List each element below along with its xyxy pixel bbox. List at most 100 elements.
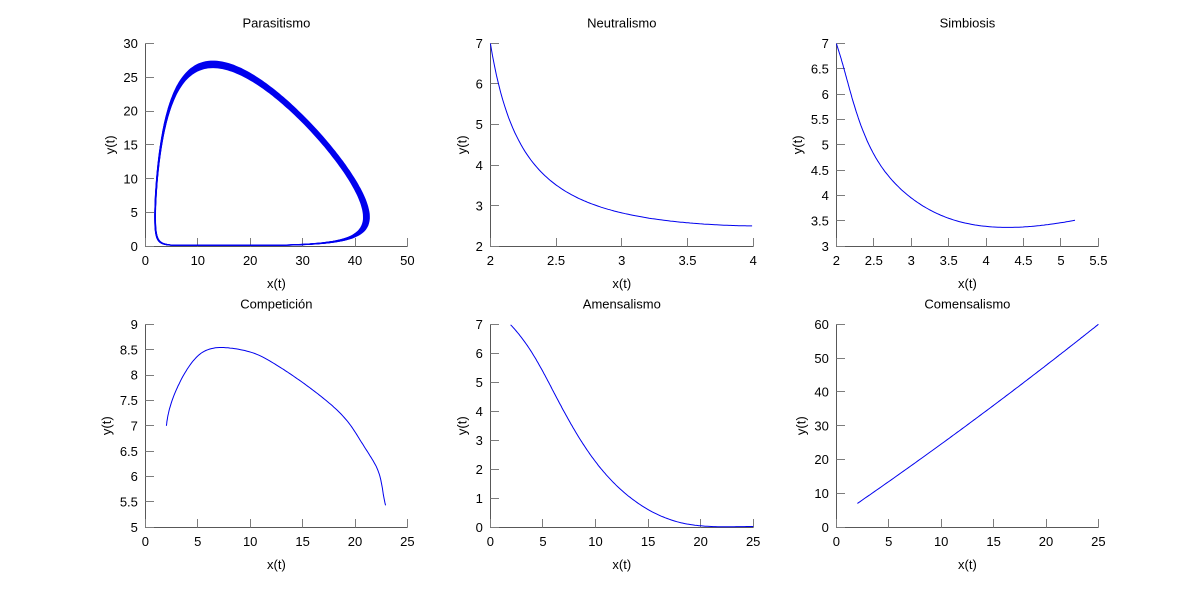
svg-text:0: 0 — [487, 534, 494, 549]
svg-text:0: 0 — [131, 239, 138, 254]
svg-text:15: 15 — [123, 138, 137, 153]
svg-text:50: 50 — [400, 253, 414, 268]
svg-text:x(t): x(t) — [612, 557, 631, 572]
svg-text:6: 6 — [131, 469, 138, 484]
svg-text:25: 25 — [400, 534, 414, 549]
svg-text:5: 5 — [131, 205, 138, 220]
svg-text:15: 15 — [641, 534, 655, 549]
svg-text:y(t): y(t) — [455, 416, 470, 435]
svg-text:5: 5 — [885, 534, 892, 549]
svg-text:Comensalismo: Comensalismo — [924, 297, 1010, 312]
svg-text:y(t): y(t) — [455, 135, 470, 154]
svg-text:2.5: 2.5 — [547, 253, 565, 268]
svg-text:10: 10 — [934, 534, 948, 549]
svg-text:30: 30 — [814, 418, 828, 433]
svg-text:6: 6 — [822, 87, 829, 102]
svg-text:20: 20 — [348, 534, 362, 549]
svg-text:y(t): y(t) — [790, 135, 805, 154]
svg-text:7.5: 7.5 — [120, 393, 138, 408]
svg-text:15: 15 — [295, 534, 309, 549]
svg-text:15: 15 — [986, 534, 1000, 549]
svg-text:20: 20 — [814, 452, 828, 467]
svg-text:10: 10 — [123, 171, 137, 186]
svg-text:Parasitismo: Parasitismo — [242, 16, 310, 31]
svg-text:4.5: 4.5 — [1014, 253, 1032, 268]
svg-text:x(t): x(t) — [612, 276, 631, 291]
svg-text:20: 20 — [123, 104, 137, 119]
svg-text:30: 30 — [123, 36, 137, 51]
svg-text:5: 5 — [476, 375, 483, 390]
svg-text:20: 20 — [1039, 534, 1053, 549]
svg-text:3: 3 — [908, 253, 915, 268]
svg-text:6.5: 6.5 — [120, 444, 138, 459]
svg-text:7: 7 — [131, 418, 138, 433]
svg-text:6: 6 — [476, 77, 483, 92]
svg-text:x(t): x(t) — [958, 557, 977, 572]
svg-text:Competición: Competición — [240, 297, 312, 312]
svg-text:3: 3 — [476, 433, 483, 448]
svg-text:4.5: 4.5 — [811, 163, 829, 178]
svg-text:3.5: 3.5 — [940, 253, 958, 268]
svg-text:8: 8 — [131, 368, 138, 383]
svg-text:7: 7 — [822, 36, 829, 51]
svg-text:10: 10 — [588, 534, 602, 549]
svg-text:4: 4 — [822, 188, 829, 203]
svg-text:y(t): y(t) — [793, 416, 808, 435]
svg-text:5.5: 5.5 — [1089, 253, 1107, 268]
svg-text:2: 2 — [833, 253, 840, 268]
svg-text:50: 50 — [814, 351, 828, 366]
svg-text:30: 30 — [295, 253, 309, 268]
svg-text:x(t): x(t) — [267, 276, 286, 291]
svg-text:6.5: 6.5 — [811, 62, 829, 77]
svg-text:4: 4 — [982, 253, 989, 268]
svg-text:5: 5 — [476, 117, 483, 132]
svg-text:x(t): x(t) — [267, 557, 286, 572]
svg-text:5: 5 — [539, 534, 546, 549]
svg-text:3: 3 — [476, 198, 483, 213]
svg-text:7: 7 — [476, 36, 483, 51]
svg-text:0: 0 — [142, 534, 149, 549]
svg-text:3: 3 — [618, 253, 625, 268]
svg-text:7: 7 — [476, 317, 483, 332]
svg-text:25: 25 — [746, 534, 760, 549]
svg-text:5: 5 — [194, 534, 201, 549]
svg-text:5: 5 — [131, 520, 138, 535]
svg-text:0: 0 — [833, 534, 840, 549]
svg-text:2: 2 — [487, 253, 494, 268]
svg-text:60: 60 — [814, 317, 828, 332]
svg-text:5.5: 5.5 — [811, 112, 829, 127]
svg-text:8.5: 8.5 — [120, 342, 138, 357]
svg-text:5: 5 — [1057, 253, 1064, 268]
svg-text:Amensalismo: Amensalismo — [583, 297, 661, 312]
svg-text:20: 20 — [243, 253, 257, 268]
svg-text:9: 9 — [131, 317, 138, 332]
svg-text:Simbiosis: Simbiosis — [940, 16, 996, 31]
svg-text:10: 10 — [191, 253, 205, 268]
svg-text:4: 4 — [750, 253, 757, 268]
svg-text:5.5: 5.5 — [120, 494, 138, 509]
svg-text:4: 4 — [476, 158, 483, 173]
svg-text:40: 40 — [348, 253, 362, 268]
svg-text:40: 40 — [814, 385, 828, 400]
svg-text:1: 1 — [476, 491, 483, 506]
svg-text:25: 25 — [1091, 534, 1105, 549]
svg-text:0: 0 — [822, 520, 829, 535]
svg-text:10: 10 — [814, 486, 828, 501]
svg-text:Neutralismo: Neutralismo — [587, 16, 656, 31]
svg-text:y(t): y(t) — [102, 135, 117, 154]
svg-text:2.5: 2.5 — [865, 253, 883, 268]
svg-text:10: 10 — [243, 534, 257, 549]
svg-text:2: 2 — [476, 239, 483, 254]
svg-text:y(t): y(t) — [99, 416, 114, 435]
svg-text:x(t): x(t) — [958, 276, 977, 291]
svg-text:0: 0 — [476, 520, 483, 535]
svg-text:0: 0 — [142, 253, 149, 268]
svg-text:25: 25 — [123, 70, 137, 85]
svg-text:20: 20 — [693, 534, 707, 549]
svg-text:2: 2 — [476, 462, 483, 477]
svg-text:3: 3 — [822, 239, 829, 254]
svg-text:5: 5 — [822, 138, 829, 153]
svg-text:4: 4 — [476, 404, 483, 419]
svg-text:6: 6 — [476, 346, 483, 361]
svg-text:3.5: 3.5 — [811, 214, 829, 229]
